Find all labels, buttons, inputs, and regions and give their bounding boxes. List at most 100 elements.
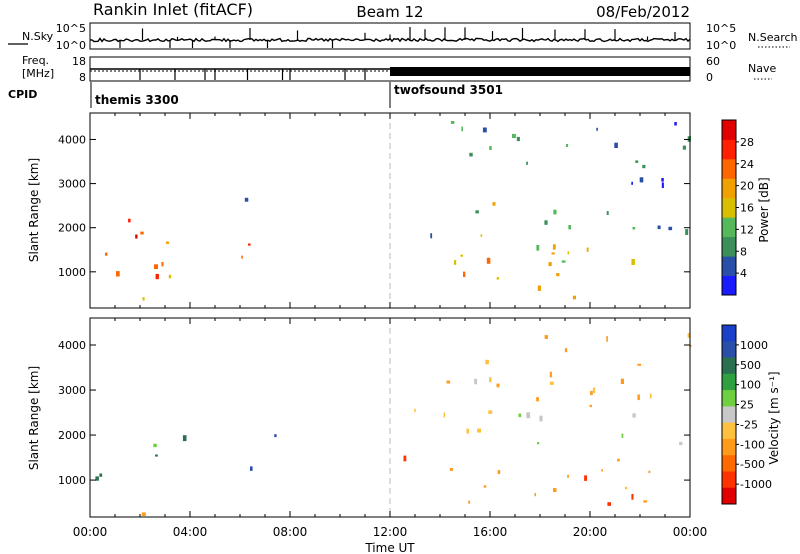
heatmap-cell (488, 410, 493, 414)
nsky-frame (89, 22, 691, 50)
nsky-label: N.Sky (22, 30, 54, 43)
heatmap-cell (592, 387, 596, 394)
nsky-tick-top: 10^5 (56, 22, 86, 35)
heatmap-cell (482, 127, 487, 133)
nsearch-tick-bottom: 10^0 (706, 39, 736, 52)
power-y-axis: 1000 2000 3000 4000 (58, 133, 690, 279)
heatmap-cell (584, 475, 587, 481)
colorbar-tick-label: -25 (740, 418, 758, 431)
x-tick-label: 00:00 (673, 525, 708, 539)
power-heatmap (105, 121, 691, 301)
colorbar-swatch (722, 373, 736, 391)
heatmap-cell (140, 231, 144, 235)
nsky-panel: N.Sky 10^5 10^0 10^5 10^0 N.Search (8, 22, 798, 52)
heatmap-cell (483, 485, 487, 488)
colorbar-tick-label: 16 (740, 202, 754, 215)
colorbar-swatch (722, 455, 736, 472)
power-x-axis-ticks (89, 113, 691, 308)
heatmap-cell (518, 413, 522, 418)
heatmap-cell (105, 252, 108, 256)
heatmap-cell (489, 146, 492, 150)
heatmap-cell (446, 380, 451, 384)
velocity-y-axis: 1000 2000 3000 4000 (58, 339, 690, 487)
freq-tick-top: 18 (72, 55, 86, 68)
heatmap-cell (631, 494, 634, 500)
colorbar-swatch (722, 139, 736, 160)
heatmap-cell (589, 404, 592, 408)
heatmap-cell (553, 209, 557, 215)
station-title: Rankin Inlet (fitACF) (93, 0, 253, 19)
heatmap-cell (606, 211, 609, 215)
x-tick-label: 04:00 (173, 525, 208, 539)
heatmap-cell (536, 397, 539, 402)
colorbar-tick-label: 12 (740, 223, 754, 236)
y-tick-label: 3000 (58, 384, 86, 397)
y-tick-label: 4000 (58, 133, 86, 146)
heatmap-cell (674, 122, 677, 126)
heatmap-cell (534, 493, 536, 497)
heatmap-cell (549, 371, 552, 378)
heatmap-cell (631, 259, 635, 265)
colorbar-tick-label: 8 (740, 245, 747, 258)
heatmap-cell (567, 474, 569, 478)
velocity-x-axis: 00:00 04:00 08:00 12:00 16:00 20:00 00:00 (73, 318, 708, 539)
heatmap-cell (635, 160, 639, 163)
velocity-y-axis-label: Slant Range [km] (27, 366, 41, 470)
heatmap-cell (250, 466, 253, 471)
heatmap-cell (166, 241, 169, 244)
heatmap-cell (657, 225, 661, 230)
colorbar-swatch (722, 471, 736, 489)
heatmap-cell (536, 245, 540, 251)
freq-label: Freq. (22, 54, 49, 67)
heatmap-cell (601, 469, 603, 472)
colorbar-frame (721, 324, 737, 505)
colorbar-swatch (722, 341, 736, 359)
colorbar-swatch (722, 217, 736, 238)
heatmap-cell (685, 229, 689, 235)
nsky-tick-bottom: 10^0 (56, 39, 86, 52)
heatmap-cell (551, 252, 555, 255)
heatmap-cell (128, 218, 131, 223)
velocity-colorbar: 1000 500 100 25 -25 -100 -500 -1000 (721, 324, 772, 505)
heatmap-cell (477, 428, 481, 433)
power-colorbar-label: Power [dB] (757, 177, 771, 242)
colorbar-swatch (722, 438, 736, 456)
heatmap-cell (668, 226, 673, 231)
heatmap-cell (403, 455, 407, 462)
heatmap-cell (661, 182, 664, 188)
colorbar-tick-label: 4 (740, 267, 747, 280)
velocity-colorbar-label: Velocity [m s⁻¹] (767, 371, 781, 464)
heatmap-cell (430, 233, 433, 239)
colorbar-tick-label: 500 (740, 359, 761, 372)
nave-tick-top: 60 (706, 55, 720, 68)
heatmap-cell (679, 441, 683, 446)
power-panel: 1000 2000 3000 4000 Slant Range [km] 4 8 12 16… (27, 112, 771, 309)
colorbar-swatch (722, 406, 736, 424)
heatmap-cell (99, 473, 103, 477)
heatmap-cell (614, 142, 618, 148)
colorbar-tick-label: 20 (740, 180, 754, 193)
y-tick-label: 4000 (58, 339, 86, 352)
heatmap-cell (155, 454, 158, 457)
heatmap-cell (248, 243, 251, 246)
heatmap-cell (556, 273, 560, 277)
heatmap-cell (539, 415, 543, 422)
heatmap-cell (548, 262, 552, 267)
colorbar-swatch (722, 120, 736, 140)
heatmap-cell (643, 500, 648, 503)
heatmap-cell (155, 273, 159, 280)
colorbar-swatch (722, 275, 736, 296)
heatmap-cell (241, 255, 243, 259)
heatmap-cell (453, 260, 457, 265)
heatmap-cell (537, 285, 541, 291)
colorbar-tick-label: 25 (740, 399, 754, 412)
heatmap-cell (466, 428, 469, 434)
heatmap-cell (632, 413, 636, 418)
y-tick-label: 1000 (58, 474, 86, 487)
heatmap-cell (116, 271, 120, 277)
nave-label: Nave (748, 62, 776, 75)
heatmap-cell (568, 225, 571, 230)
heatmap-cell (661, 178, 664, 182)
colorbar-swatch (722, 422, 736, 440)
